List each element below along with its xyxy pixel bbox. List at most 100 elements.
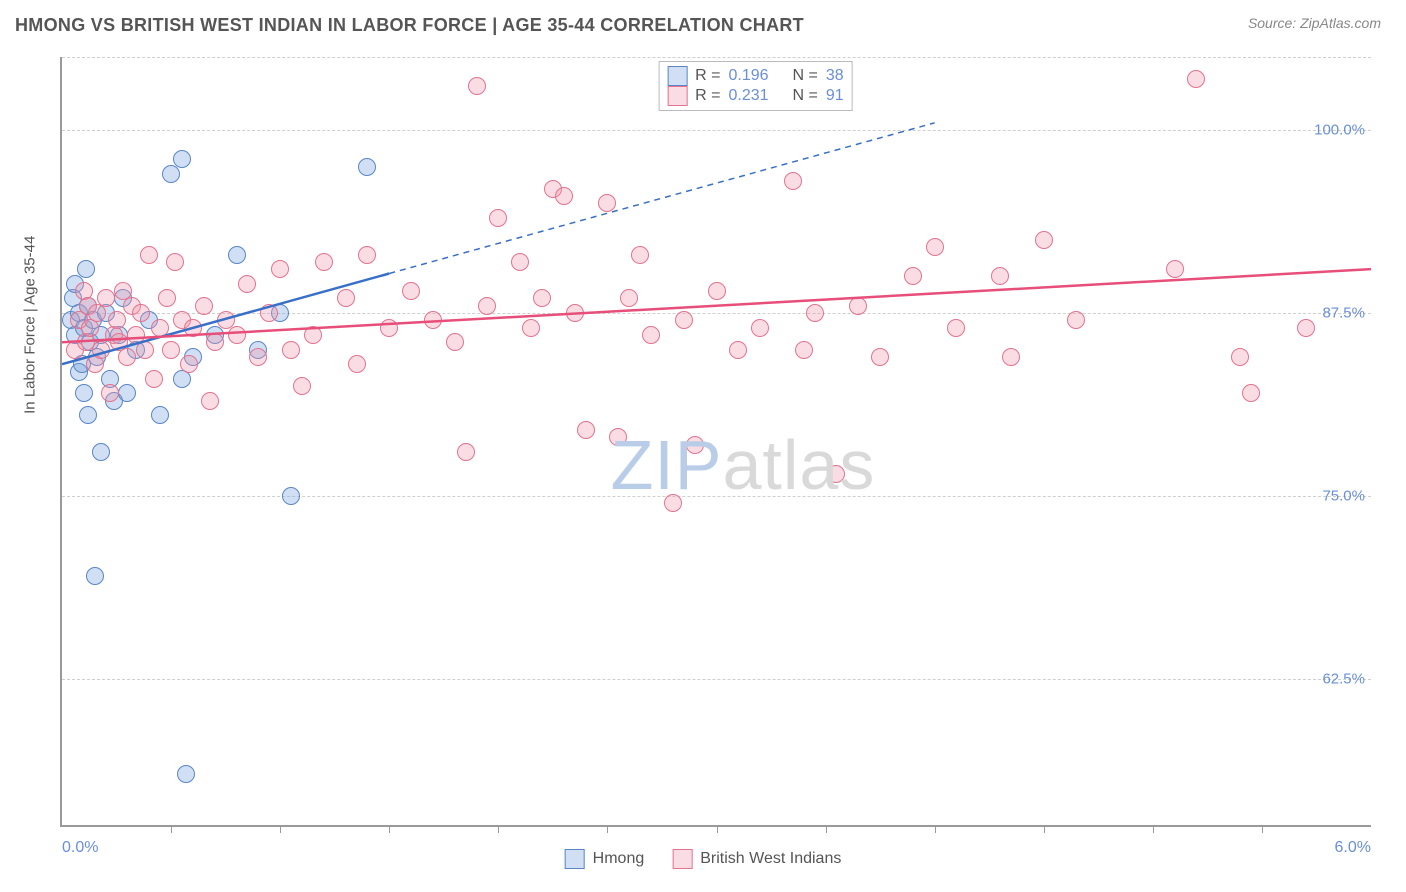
- legend-stats-row-bwi: R = 0.231 N = 91: [667, 86, 844, 106]
- x-axis-min-label: 0.0%: [62, 839, 98, 857]
- legend-stats-box: R = 0.196 N = 38 R = 0.231 N = 91: [658, 61, 853, 111]
- marker-bwi: [478, 297, 496, 315]
- marker-hmong: [151, 406, 169, 424]
- legend-label-hmong: Hmong: [593, 850, 645, 868]
- x-tick: [1262, 825, 1263, 833]
- marker-bwi: [522, 319, 540, 337]
- marker-bwi: [337, 289, 355, 307]
- swatch-bwi: [672, 849, 692, 869]
- marker-bwi: [1231, 348, 1249, 366]
- marker-bwi: [108, 311, 126, 329]
- marker-bwi: [424, 311, 442, 329]
- marker-bwi: [729, 341, 747, 359]
- x-tick: [1044, 825, 1045, 833]
- marker-bwi: [784, 172, 802, 190]
- marker-bwi: [1297, 319, 1315, 337]
- stat-n-value-hmong: 38: [826, 67, 844, 85]
- marker-bwi: [249, 348, 267, 366]
- marker-hmong: [75, 384, 93, 402]
- marker-bwi: [180, 355, 198, 373]
- gridline: [62, 496, 1371, 497]
- marker-bwi: [238, 275, 256, 293]
- legend-item-hmong: Hmong: [565, 849, 645, 869]
- marker-bwi: [118, 348, 136, 366]
- chart-title: HMONG VS BRITISH WEST INDIAN IN LABOR FO…: [15, 15, 1391, 36]
- marker-bwi: [457, 443, 475, 461]
- marker-bwi: [926, 238, 944, 256]
- x-tick: [935, 825, 936, 833]
- marker-bwi: [511, 253, 529, 271]
- y-tick-label: 75.0%: [1322, 487, 1365, 504]
- watermark-atlas: atlas: [722, 426, 875, 504]
- marker-bwi: [195, 297, 213, 315]
- marker-bwi: [620, 289, 638, 307]
- marker-hmong: [358, 158, 376, 176]
- marker-bwi: [162, 341, 180, 359]
- marker-bwi: [151, 319, 169, 337]
- marker-bwi: [446, 333, 464, 351]
- stat-n-label: N =: [793, 67, 818, 85]
- marker-bwi: [631, 246, 649, 264]
- x-tick: [171, 825, 172, 833]
- legend-label-bwi: British West Indians: [700, 850, 841, 868]
- stat-r-value-bwi: 0.231: [728, 87, 768, 105]
- legend-stats-row-hmong: R = 0.196 N = 38: [667, 66, 844, 86]
- marker-bwi: [849, 297, 867, 315]
- marker-bwi: [136, 341, 154, 359]
- marker-bwi: [708, 282, 726, 300]
- marker-bwi: [947, 319, 965, 337]
- x-tick: [280, 825, 281, 833]
- marker-bwi: [271, 260, 289, 278]
- stat-r-label: R =: [695, 87, 720, 105]
- swatch-hmong: [667, 66, 687, 86]
- marker-hmong: [92, 443, 110, 461]
- marker-hmong: [79, 406, 97, 424]
- marker-bwi: [145, 370, 163, 388]
- marker-bwi: [1035, 231, 1053, 249]
- marker-bwi: [795, 341, 813, 359]
- marker-bwi: [598, 194, 616, 212]
- marker-bwi: [751, 319, 769, 337]
- marker-bwi: [871, 348, 889, 366]
- marker-bwi: [228, 326, 246, 344]
- marker-bwi: [1067, 311, 1085, 329]
- marker-hmong: [228, 246, 246, 264]
- marker-bwi: [293, 377, 311, 395]
- y-tick-label: 87.5%: [1322, 305, 1365, 322]
- marker-bwi: [675, 311, 693, 329]
- marker-bwi: [609, 428, 627, 446]
- stat-n-label: N =: [793, 87, 818, 105]
- marker-bwi: [555, 187, 573, 205]
- marker-bwi: [1187, 70, 1205, 88]
- x-tick: [498, 825, 499, 833]
- marker-bwi: [642, 326, 660, 344]
- marker-hmong: [173, 150, 191, 168]
- x-tick: [1153, 825, 1154, 833]
- marker-bwi: [260, 304, 278, 322]
- marker-bwi: [304, 326, 322, 344]
- x-tick: [607, 825, 608, 833]
- marker-bwi: [184, 319, 202, 337]
- marker-bwi: [1002, 348, 1020, 366]
- marker-bwi: [577, 421, 595, 439]
- marker-hmong: [162, 165, 180, 183]
- marker-bwi: [315, 253, 333, 271]
- marker-bwi: [1242, 384, 1260, 402]
- marker-bwi: [904, 267, 922, 285]
- source-attribution: Source: ZipAtlas.com: [1248, 15, 1381, 31]
- marker-bwi: [664, 494, 682, 512]
- x-axis-max-label: 6.0%: [1335, 839, 1371, 857]
- x-tick: [826, 825, 827, 833]
- marker-bwi: [206, 333, 224, 351]
- swatch-hmong: [565, 849, 585, 869]
- marker-bwi: [468, 77, 486, 95]
- marker-bwi: [1166, 260, 1184, 278]
- marker-bwi: [533, 289, 551, 307]
- legend-bottom: Hmong British West Indians: [565, 849, 842, 869]
- stat-r-value-hmong: 0.196: [728, 67, 768, 85]
- marker-bwi: [166, 253, 184, 271]
- y-tick-label: 100.0%: [1314, 122, 1365, 139]
- trendlines-svg: [62, 57, 1371, 825]
- marker-bwi: [686, 436, 704, 454]
- marker-hmong: [77, 260, 95, 278]
